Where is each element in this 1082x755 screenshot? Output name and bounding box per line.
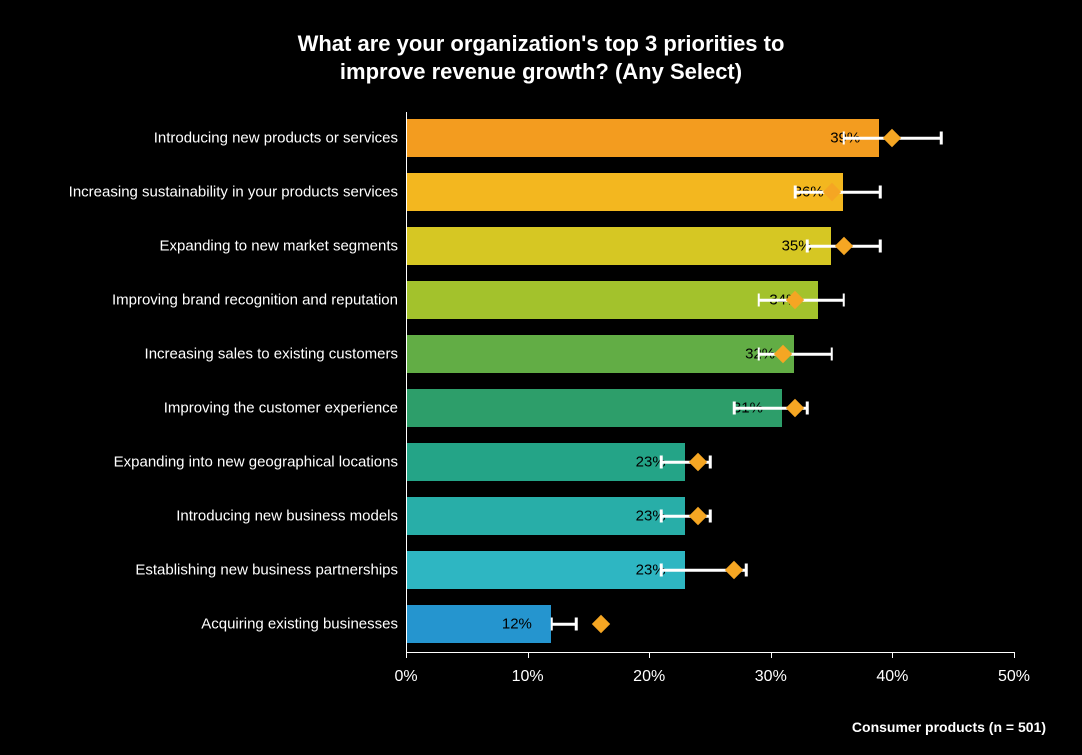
error-bar-cap — [660, 456, 663, 469]
error-bar-cap — [709, 510, 712, 523]
x-axis-tick-label: 40% — [876, 668, 908, 686]
x-axis-line — [406, 652, 1014, 653]
bar-value-label: 23% — [616, 508, 666, 525]
x-axis-tick-label: 10% — [512, 668, 544, 686]
chart-footnote: Consumer products (n = 501) — [852, 719, 1046, 735]
chart-title-line2: improve revenue growth? (Any Select) — [0, 58, 1082, 86]
y-axis-label: Establishing new business partnerships — [135, 562, 406, 579]
error-bar-cap — [660, 564, 663, 577]
x-axis-tick-label: 50% — [998, 668, 1030, 686]
error-bar-cap — [745, 564, 748, 577]
bar-value-label: 23% — [616, 454, 666, 471]
error-bar-cap — [551, 618, 554, 631]
diamond-marker — [591, 615, 609, 633]
x-axis-tick-label: 20% — [633, 668, 665, 686]
error-bar-cap — [806, 402, 809, 415]
x-axis-tick — [528, 652, 529, 658]
y-axis-line — [406, 112, 407, 652]
x-axis-tick-label: 30% — [755, 668, 787, 686]
error-bar — [759, 353, 832, 356]
error-bar-cap — [806, 240, 809, 253]
error-bar-cap — [843, 132, 846, 145]
error-bar-cap — [733, 402, 736, 415]
chart-title: What are your organization's top 3 prior… — [0, 30, 1082, 85]
y-axis-label: Introducing new business models — [176, 508, 406, 525]
error-bar-cap — [830, 348, 833, 361]
error-bar-cap — [757, 294, 760, 307]
error-bar-cap — [940, 132, 943, 145]
x-axis-tick — [1014, 652, 1015, 658]
error-bar-cap — [575, 618, 578, 631]
error-bar-cap — [794, 186, 797, 199]
diamond-marker — [689, 507, 707, 525]
diamond-marker — [883, 129, 901, 147]
chart-title-line1: What are your organization's top 3 prior… — [0, 30, 1082, 58]
error-bar-cap — [709, 456, 712, 469]
error-bar-cap — [843, 294, 846, 307]
bar-value-label: 23% — [616, 562, 666, 579]
y-axis-label: Increasing sales to existing customers — [145, 346, 406, 363]
error-bar-cap — [757, 348, 760, 361]
y-axis-label: Acquiring existing businesses — [201, 616, 406, 633]
y-axis-label: Improving brand recognition and reputati… — [112, 292, 406, 309]
bar — [406, 118, 880, 158]
y-axis-label: Expanding into new geographical location… — [114, 454, 406, 471]
x-axis-tick — [771, 652, 772, 658]
diamond-marker — [786, 399, 804, 417]
y-axis-label: Expanding to new market segments — [160, 238, 406, 255]
x-axis-tick — [892, 652, 893, 658]
error-bar-cap — [879, 240, 882, 253]
diamond-marker — [835, 237, 853, 255]
x-axis-tick — [406, 652, 407, 658]
bar-value-label: 35% — [762, 238, 812, 255]
diamond-marker — [689, 453, 707, 471]
x-axis-tick-label: 0% — [394, 668, 417, 686]
bar-value-label: 12% — [482, 616, 532, 633]
chart-plot-area: Introducing new products or services39%I… — [406, 118, 1014, 658]
error-bar-cap — [660, 510, 663, 523]
diamond-marker — [725, 561, 743, 579]
y-axis-label: Introducing new products or services — [154, 130, 406, 147]
error-bar — [552, 623, 576, 626]
error-bar-cap — [879, 186, 882, 199]
y-axis-label: Increasing sustainability in your produc… — [69, 184, 406, 201]
y-axis-label: Improving the customer experience — [164, 400, 406, 417]
x-axis-tick — [649, 652, 650, 658]
